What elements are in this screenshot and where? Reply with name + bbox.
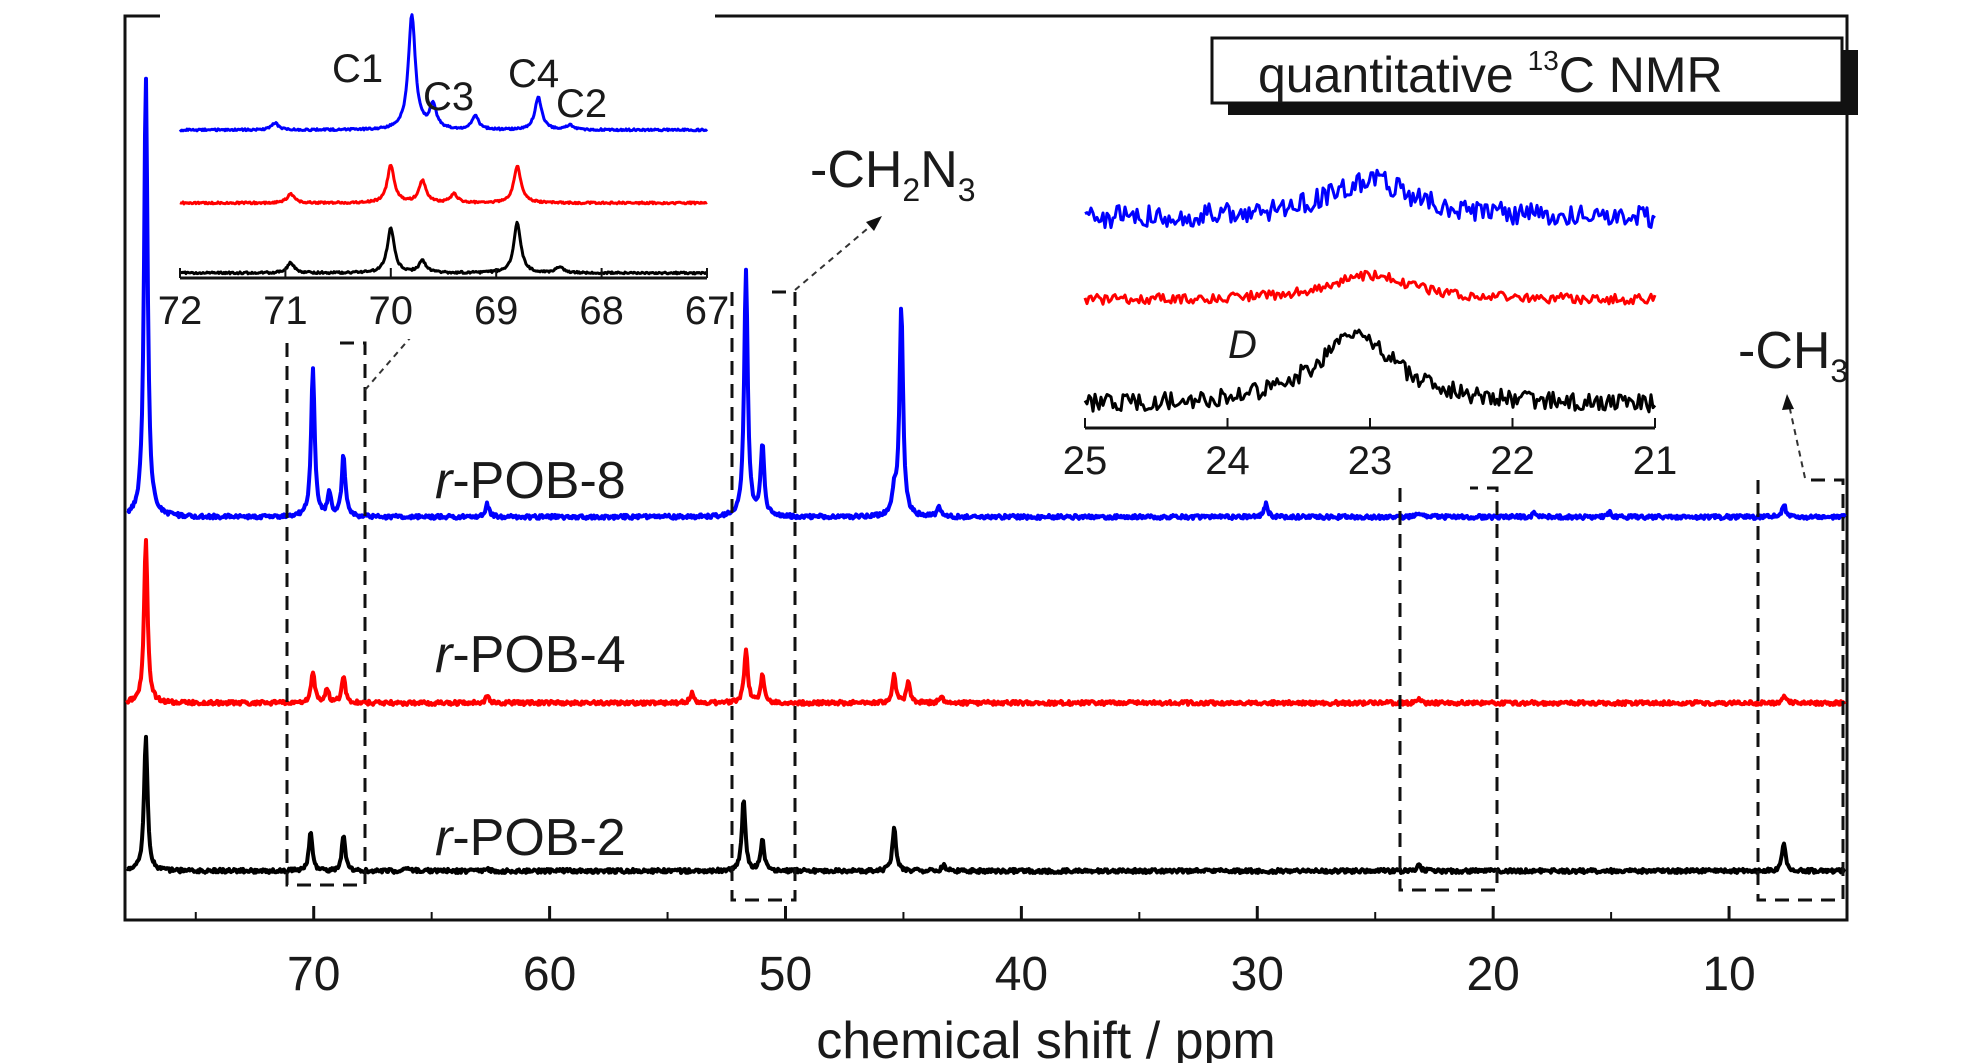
inset-annotation-d: D (1228, 323, 1257, 367)
x-tick-label: 60 (523, 948, 576, 1001)
series-label-r-pob-8: r-POB-8 (435, 452, 626, 510)
x-axis-title: chemical shift / ppm (816, 1012, 1276, 1063)
x-tick-label: 20 (1466, 948, 1519, 1001)
inset-tick-label: 67 (685, 289, 730, 333)
x-tick-label: 50 (759, 948, 812, 1001)
main-spectra (125, 76, 1847, 875)
series-label-rest: -POB-4 (452, 626, 625, 684)
inset-tick-label: 25 (1063, 439, 1108, 483)
inset-tick-label: 71 (263, 289, 308, 333)
inset-tick-label: 70 (369, 289, 414, 333)
title-post: C NMR (1559, 47, 1723, 103)
inset-tick-label: 69 (474, 289, 519, 333)
x-tick-label: 10 (1702, 948, 1755, 1001)
inset-spectrum (178, 13, 709, 133)
series-label-italic: r (435, 809, 455, 867)
x-tick-label: 40 (995, 948, 1048, 1001)
series-label-italic: r (435, 626, 455, 684)
spectrum-r-pob-2 (125, 734, 1846, 875)
highlight-box-ch2n3 (730, 290, 797, 902)
inset-spectrum (179, 220, 708, 276)
inset-spectrum (1083, 269, 1657, 306)
peak-label-c4: C4 (508, 52, 559, 96)
x-tick-label: 70 (287, 948, 340, 1001)
main-x-axis: 70 60 50 40 30 20 10 (194, 906, 1756, 1001)
chart-title: quantitative 13C NMR (1258, 45, 1723, 103)
pointer-arrow (794, 217, 881, 291)
inset-tick-label: 22 (1490, 439, 1535, 483)
peak-label-c2: C2 (556, 82, 607, 126)
x-tick-label: 30 (1231, 948, 1284, 1001)
inset-tick-label: 68 (579, 289, 624, 333)
group-label-sub: 3 (1830, 353, 1848, 389)
pointer-arrow (1787, 399, 1806, 479)
inset-backbone-background (160, 14, 715, 339)
inset-methylene: 25 24 23 22 21 D (1063, 135, 1678, 485)
title-box-frame (1210, 36, 1844, 105)
plot-frame (123, 14, 1849, 922)
inset-spectrum (1083, 328, 1657, 414)
title-box: quantitative 13C NMR (1210, 36, 1858, 115)
group-label-ch3: -CH3 (1738, 322, 1848, 389)
series-label-rest: -POB-2 (452, 809, 625, 867)
group-label-part: N (920, 141, 958, 199)
inset-spectrum (179, 163, 708, 206)
highlight-box-methylene (1398, 486, 1499, 892)
inset-backbone-axis: 72 71 70 69 68 67 (158, 268, 730, 333)
series-label-r-pob-4: r-POB-4 (435, 626, 626, 684)
inset-methylene-spectra (1083, 168, 1657, 414)
title-pre: quantitative (1258, 47, 1528, 103)
inset-backbone-spectra (178, 13, 709, 276)
inset-tick-label: 24 (1205, 439, 1250, 483)
inset-tick-label: 21 (1633, 439, 1678, 483)
group-label-sub: 2 (902, 172, 920, 208)
series-label-italic: r (435, 452, 455, 510)
series-label-rest: -POB-8 (452, 452, 625, 510)
group-label-part: -CH (810, 141, 902, 199)
highlight-box-backbone (285, 341, 367, 887)
peak-label-c3: C3 (423, 75, 474, 119)
title-superscript: 13 (1528, 45, 1559, 76)
highlight-box-methyl (1756, 478, 1845, 902)
inset-tick-label: 23 (1348, 439, 1393, 483)
series-label-r-pob-2: r-POB-2 (435, 809, 626, 867)
spectrum-r-pob-4 (125, 538, 1847, 707)
group-label-ch2n3: -CH2N3 (810, 141, 976, 208)
inset-methylene-axis: 25 24 23 22 21 (1063, 418, 1678, 483)
group-label-sub: 3 (958, 172, 976, 208)
spectrum-r-pob-8 (126, 76, 1847, 521)
peak-label-c1: C1 (332, 47, 383, 91)
arrow-head (866, 216, 882, 231)
inset-tick-label: 72 (158, 289, 203, 333)
group-label-part: -CH (1738, 322, 1830, 380)
inset-backbone: 72 71 70 69 68 67 C1 C3 C4 C2 (158, 13, 730, 339)
inset-spectrum (1084, 168, 1656, 230)
pointer-arrow (364, 322, 424, 391)
arrow-head (1782, 394, 1794, 410)
